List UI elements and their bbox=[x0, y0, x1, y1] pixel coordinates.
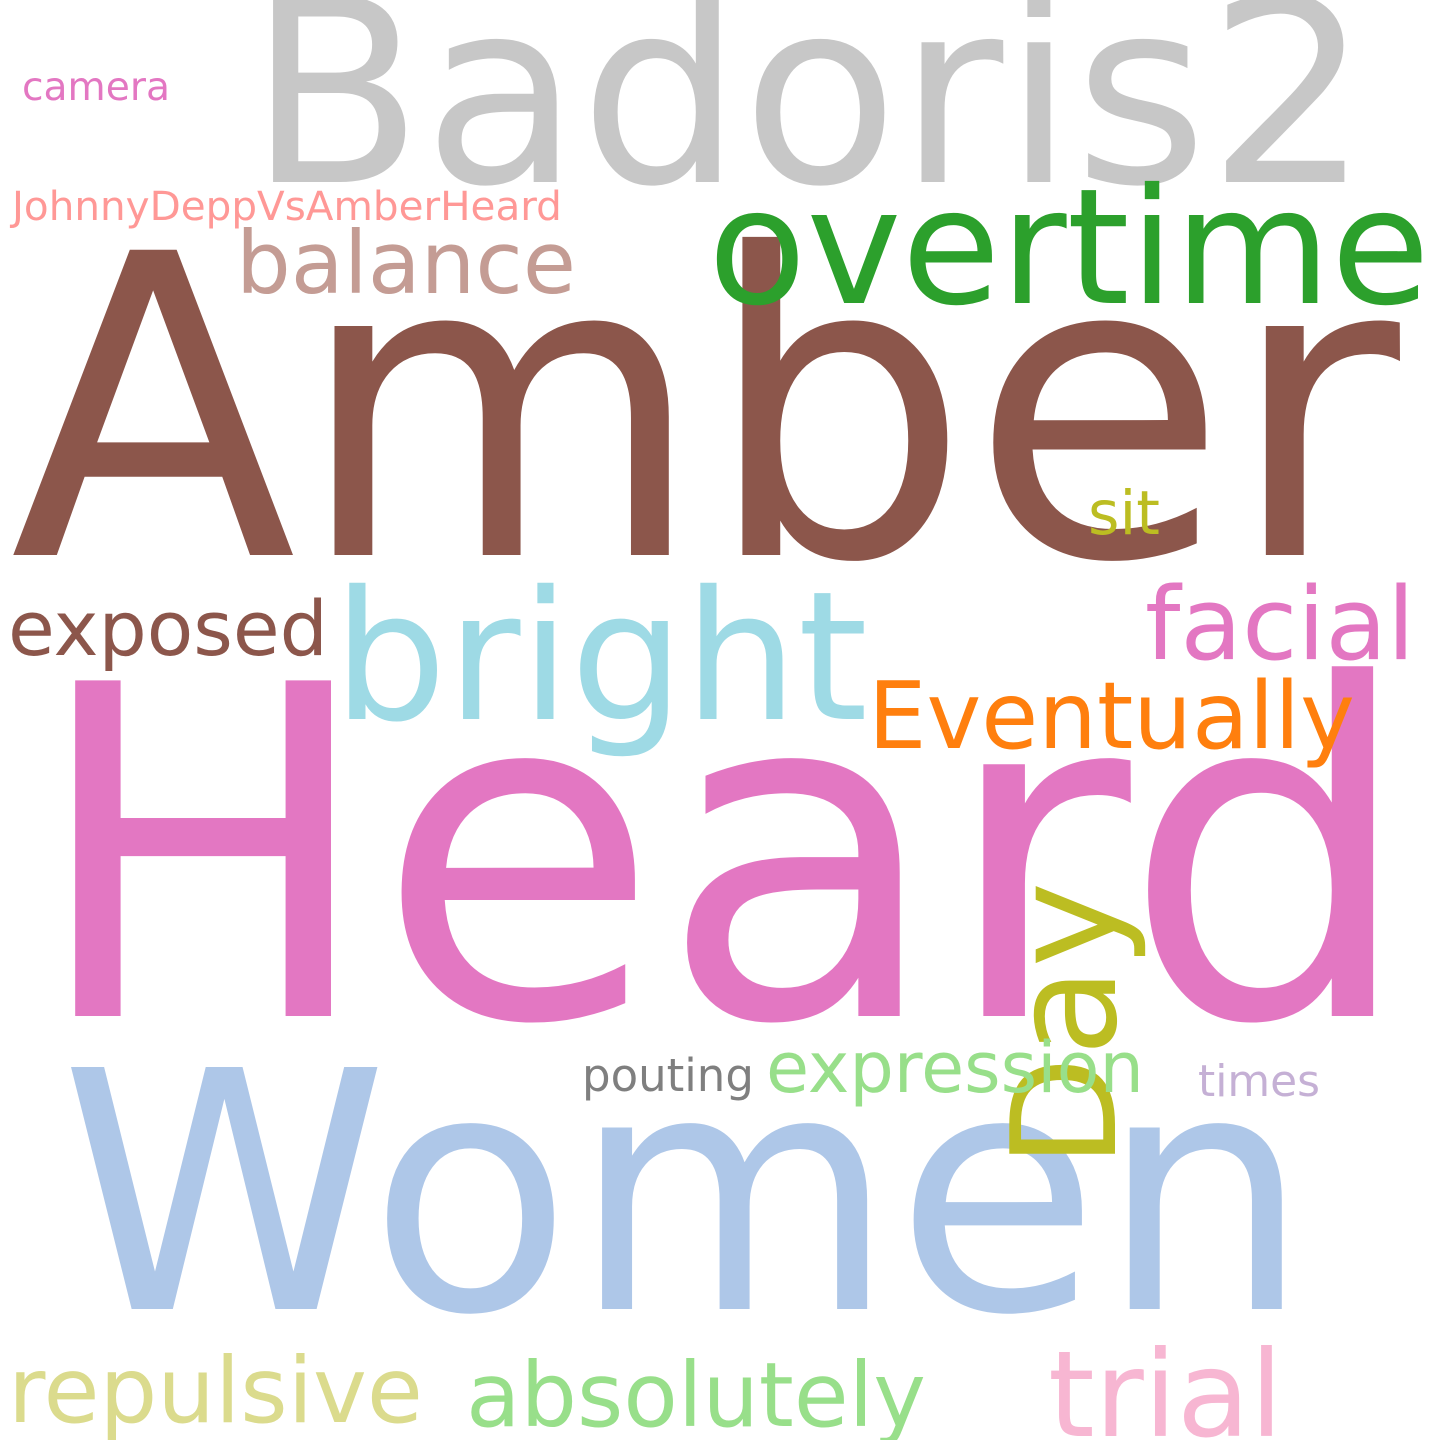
word-sit: sit bbox=[1088, 479, 1160, 550]
word-amber: Amber bbox=[10, 165, 1400, 654]
word-eventually: Eventually bbox=[868, 662, 1355, 771]
word-repulsive: repulsive bbox=[8, 1338, 423, 1440]
word-pouting: pouting bbox=[582, 1049, 754, 1103]
word-overtime: overtime bbox=[708, 153, 1430, 341]
word-exposed: exposed bbox=[8, 583, 328, 673]
word-camera: camera bbox=[22, 65, 170, 111]
word-johnnydeppvsamberheard: JohnnyDeppVsAmberHeard bbox=[12, 181, 562, 230]
word-absolutely: absolutely bbox=[466, 1342, 926, 1440]
word-bright: bright bbox=[333, 553, 868, 762]
word-badoris2: Badoris2 bbox=[248, 0, 1370, 244]
word-expression: expression bbox=[766, 1027, 1144, 1110]
word-trial: trial bbox=[1048, 1326, 1283, 1440]
word-heard: Heard bbox=[30, 589, 1415, 1126]
word-facial: facial bbox=[1145, 565, 1415, 683]
word-times: times bbox=[1198, 1056, 1320, 1108]
word-day: Day bbox=[981, 882, 1150, 1169]
word-balance: balance bbox=[236, 213, 576, 314]
word-women: Women bbox=[60, 1002, 1310, 1388]
